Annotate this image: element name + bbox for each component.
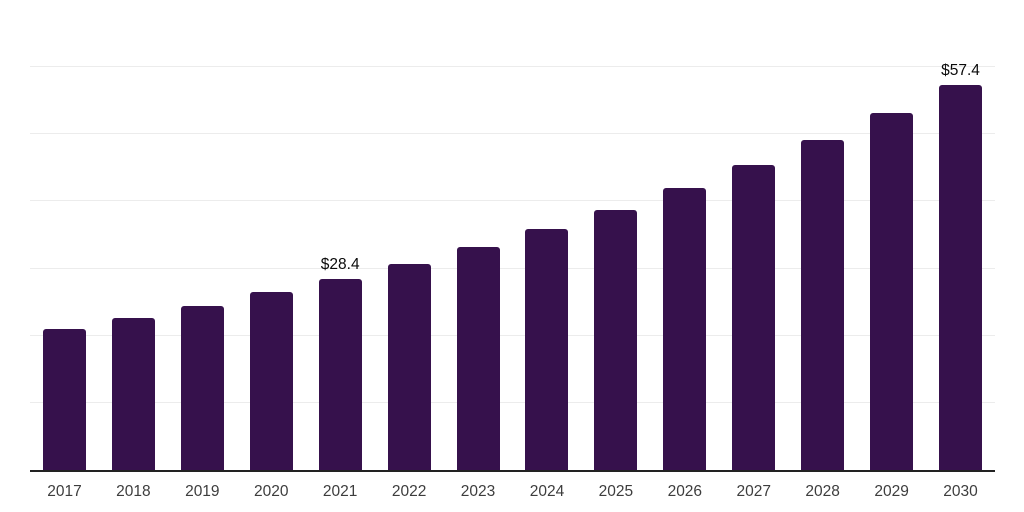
x-tick-label-2019: 2019 [185,483,220,500]
gridline [30,267,995,269]
gridline [30,66,995,68]
bar-2027 [732,165,776,470]
x-tick-label-2018: 2018 [116,483,151,500]
x-tick-label-2026: 2026 [667,483,703,500]
bar-2023 [456,247,500,470]
gridline [30,133,995,135]
x-tick-label-2023: 2023 [460,483,496,500]
bar-value-label-2021: $28.4 [320,256,360,274]
x-tick-label-2025: 2025 [598,483,634,500]
x-tick-label-2028: 2028 [805,483,840,500]
x-tick-label-2024: 2024 [529,483,565,500]
bar-2018 [111,317,155,470]
gridline [30,200,995,202]
bar-2025 [594,209,638,470]
x-tick-label-2020: 2020 [254,483,289,500]
x-axis-line [30,470,995,472]
bar-2017 [42,329,86,470]
bar-2028 [801,140,845,470]
bar-2019 [180,305,224,470]
gridline [30,401,995,403]
bar-2024 [525,228,569,470]
bar-2030 [939,84,983,470]
gridline [30,334,995,336]
bar-2026 [663,188,707,470]
x-tick-label-2027: 2027 [736,483,771,500]
x-tick-label-2017: 2017 [47,483,82,500]
bar-2020 [249,292,293,470]
bar-2029 [870,113,914,470]
x-tick-label-2022: 2022 [391,483,427,500]
x-tick-label-2021: 2021 [322,483,358,500]
bar-2022 [387,263,431,470]
x-tick-label-2029: 2029 [874,483,909,500]
x-tick-label-2030: 2030 [943,483,978,500]
plot-area: 2017 2018 2019 2020 2021 $28.4 2022 2023 2024 202… [30,0,995,500]
bar-value-label-2030: $57.4 [941,61,980,79]
bar-2021 [318,279,362,470]
